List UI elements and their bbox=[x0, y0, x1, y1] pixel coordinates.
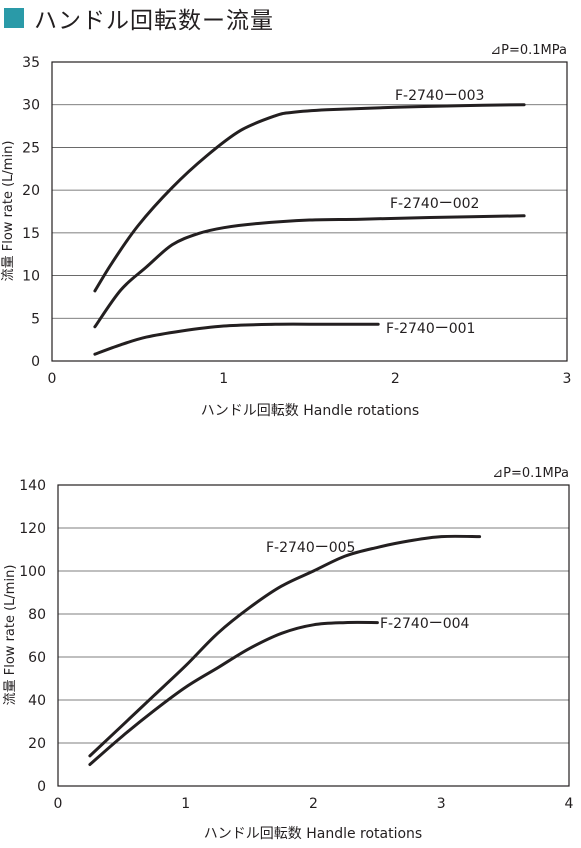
x-axis-label: ハンドル回転数 Handle rotations bbox=[204, 826, 422, 842]
y-tick-label: 10 bbox=[22, 269, 40, 285]
x-tick-label: 0 bbox=[54, 796, 63, 812]
x-tick-label: 2 bbox=[309, 796, 318, 812]
x-tick-label: 0 bbox=[48, 371, 57, 387]
y-axis-label: 流量 Flow rate (L/min) bbox=[3, 565, 18, 706]
y-axis-label: 流量 Flow rate (L/min) bbox=[1, 141, 16, 282]
x-tick-label: 3 bbox=[437, 796, 446, 812]
y-tick-label: 100 bbox=[19, 564, 46, 580]
page-header: ハンドル回転数ー流量 bbox=[4, 2, 274, 34]
pressure-note: ⊿P=0.1MPa bbox=[492, 466, 569, 481]
plot-frame bbox=[57, 484, 570, 787]
x-tick-label: 2 bbox=[391, 371, 400, 387]
y-tick-label: 120 bbox=[19, 521, 46, 537]
x-tick-label: 1 bbox=[219, 371, 228, 387]
x-axis-label: ハンドル回転数 Handle rotations bbox=[201, 403, 419, 419]
y-tick-label: 35 bbox=[22, 55, 40, 71]
series-label-f-2740-001: F-2740ー001 bbox=[386, 321, 475, 337]
x-tick-label: 1 bbox=[181, 796, 190, 812]
title-accent-square bbox=[4, 8, 24, 28]
series-label-f-2740-004: F-2740ー004 bbox=[380, 616, 470, 632]
series-line-f-2740-004 bbox=[88, 620, 379, 766]
y-tick-label: 20 bbox=[22, 183, 40, 199]
y-tick-label: 5 bbox=[31, 311, 40, 327]
y-tick-label: 25 bbox=[22, 140, 40, 156]
series-line-f-2740-001 bbox=[93, 322, 380, 356]
series-line-f-2740-002 bbox=[93, 214, 526, 329]
series-line-f-2740-005 bbox=[88, 534, 482, 758]
x-tick-label: 3 bbox=[563, 371, 572, 387]
y-tick-label: 0 bbox=[37, 779, 46, 795]
y-tick-label: 15 bbox=[22, 226, 40, 242]
y-tick-label: 40 bbox=[28, 693, 46, 709]
y-tick-label: 0 bbox=[31, 354, 40, 370]
pressure-note: ⊿P=0.1MPa bbox=[490, 43, 567, 58]
y-tick-label: 60 bbox=[28, 650, 46, 666]
series-label-f-2740-003: F-2740ー003 bbox=[395, 88, 484, 104]
y-tick-label: 30 bbox=[22, 98, 40, 114]
y-tick-label: 20 bbox=[28, 736, 46, 752]
y-tick-label: 80 bbox=[28, 607, 46, 623]
chart-flow-rate-large: 0 20 40 60 80 100 120 140 0 1 2 3 4 ⊿P=0.1MPa ハンドル回転… bbox=[3, 466, 574, 842]
plot-frame bbox=[51, 61, 568, 362]
series-label-f-2740-002: F-2740ー002 bbox=[390, 196, 479, 212]
page-title: ハンドル回転数ー流量 bbox=[34, 8, 274, 34]
series-line-f-2740-003 bbox=[93, 103, 526, 293]
x-tick-label: 4 bbox=[565, 796, 574, 812]
series-label-f-2740-005: F-2740ー005 bbox=[266, 540, 355, 556]
chart-flow-rate-small: 0 5 10 15 20 25 30 35 0 1 2 3 ⊿P=0.1MPa ハンドル回転数 Han… bbox=[1, 43, 572, 419]
y-tick-label: 140 bbox=[19, 478, 46, 494]
